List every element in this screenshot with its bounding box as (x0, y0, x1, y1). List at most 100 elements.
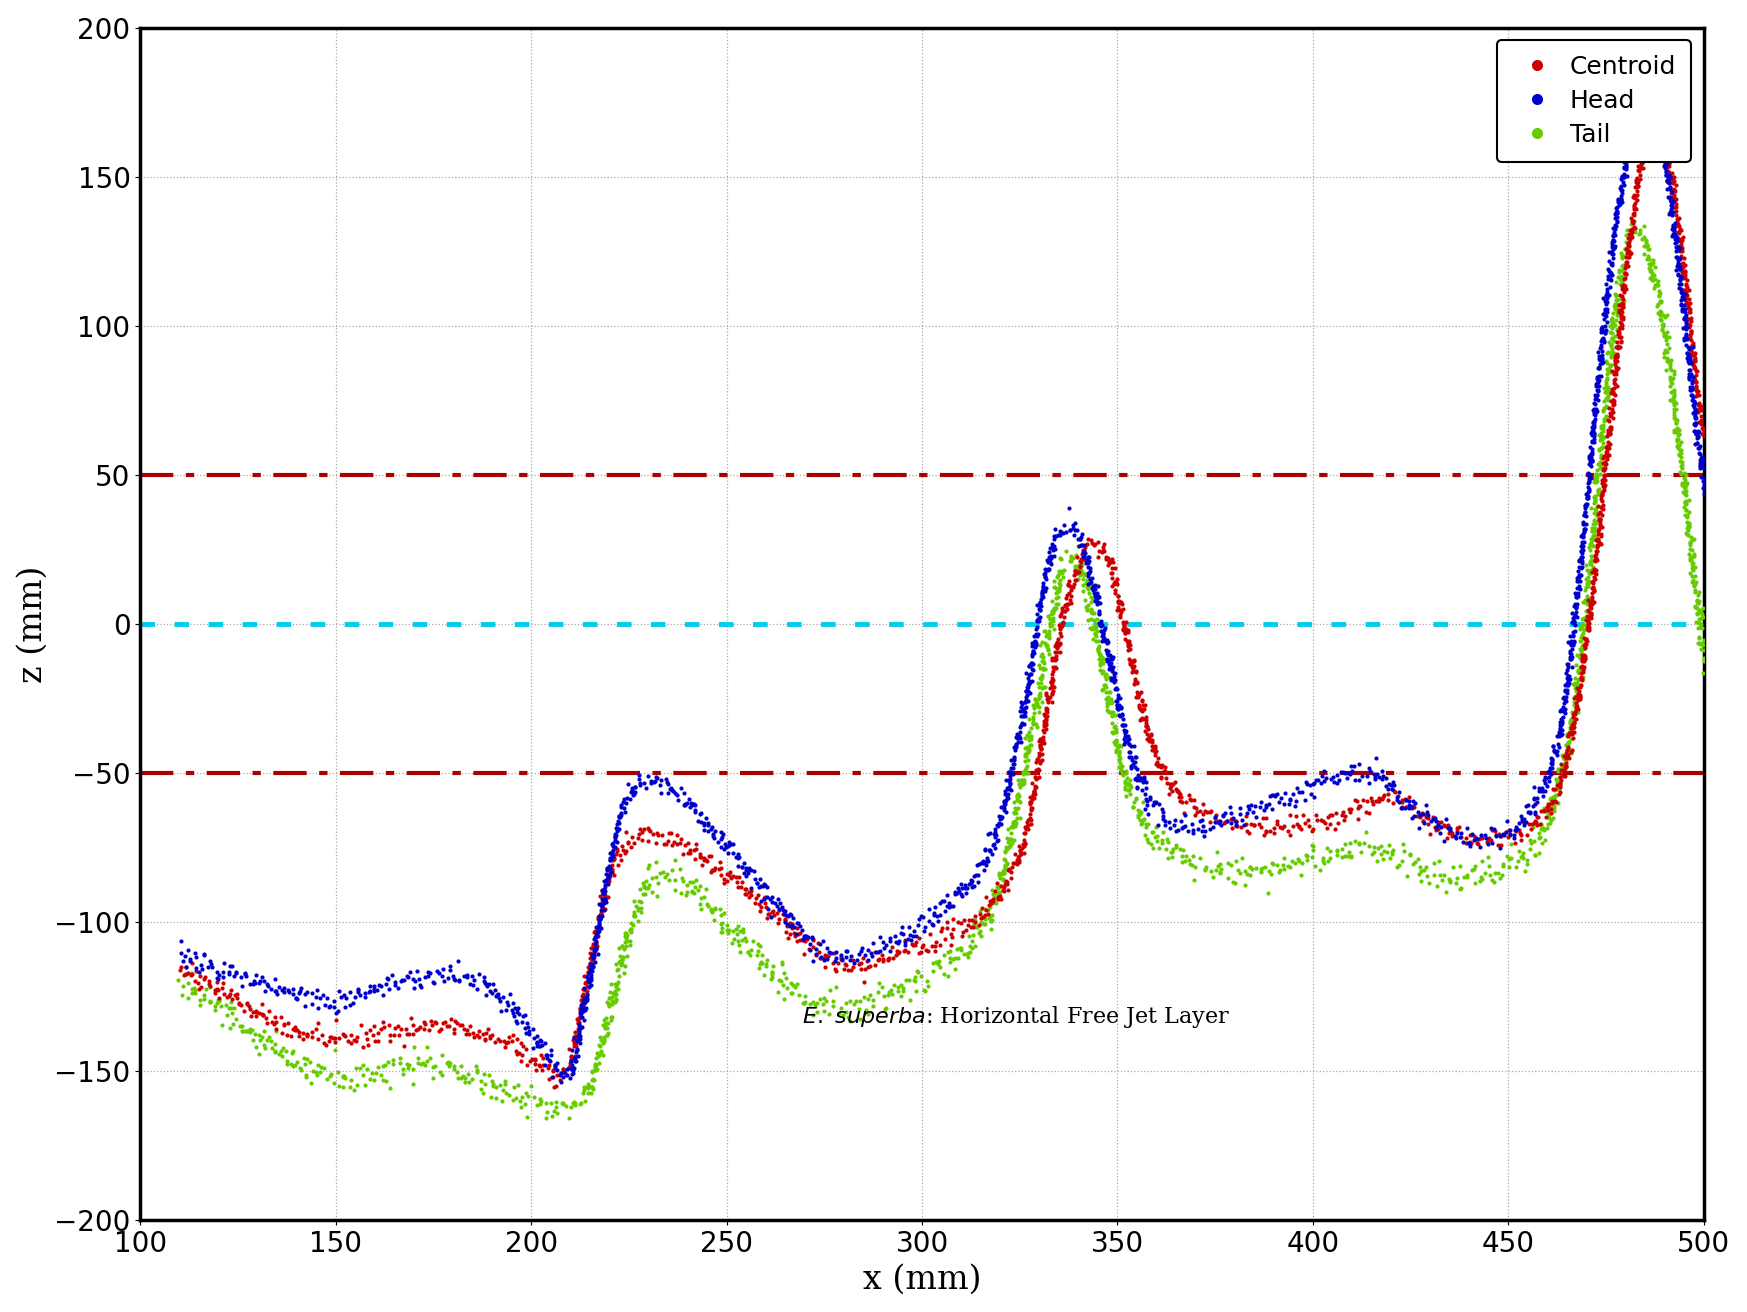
Head (1090, 622, 1118, 643)
Centroid (1343, 808, 1371, 829)
Tail (1665, 443, 1693, 464)
Centroid (1614, 223, 1642, 244)
Centroid (285, 1022, 313, 1043)
Head (1066, 529, 1094, 550)
Tail (1599, 323, 1626, 344)
Head (524, 1033, 552, 1054)
Centroid (1032, 712, 1060, 733)
Centroid (1567, 656, 1595, 677)
Head (1010, 698, 1038, 719)
Centroid (381, 1018, 409, 1039)
Tail (306, 1061, 334, 1082)
Head (657, 778, 685, 799)
Head (1197, 819, 1225, 840)
Centroid (1034, 689, 1062, 710)
Centroid (987, 890, 1015, 911)
Head (1605, 192, 1633, 213)
Centroid (452, 1023, 480, 1044)
Head (1254, 794, 1282, 815)
Tail (622, 905, 650, 926)
Head (1677, 377, 1705, 398)
Head (1550, 698, 1578, 719)
Head (1586, 350, 1614, 371)
Head (1670, 329, 1698, 350)
Centroid (1675, 300, 1703, 321)
Head (1041, 529, 1069, 550)
Centroid (1380, 781, 1408, 802)
Tail (1097, 689, 1125, 710)
Tail (989, 861, 1017, 882)
Tail (597, 1006, 625, 1027)
Tail (1660, 367, 1688, 388)
Tail (1593, 361, 1621, 382)
Tail (1588, 415, 1616, 436)
Tail (1454, 867, 1481, 888)
Head (557, 1057, 585, 1078)
Head (1593, 291, 1621, 312)
Centroid (1684, 399, 1712, 420)
Tail (1450, 866, 1478, 887)
Head (765, 899, 793, 920)
Head (1029, 564, 1057, 585)
Head (1572, 487, 1600, 508)
Centroid (1032, 708, 1060, 729)
Tail (491, 1082, 519, 1103)
Head (514, 1017, 542, 1038)
Head (1024, 611, 1052, 632)
Tail (1597, 354, 1625, 375)
Tail (1204, 841, 1232, 862)
Head (477, 983, 505, 1004)
Centroid (624, 828, 652, 849)
Centroid (1679, 342, 1707, 363)
Centroid (1585, 530, 1612, 551)
Head (1544, 726, 1572, 747)
Head (659, 781, 687, 802)
Tail (1593, 396, 1621, 417)
Tail (1431, 865, 1459, 886)
Head (1663, 227, 1691, 248)
Head (1108, 697, 1136, 718)
Tail (1675, 539, 1703, 560)
Tail (832, 993, 860, 1014)
Head (452, 964, 480, 985)
Centroid (1574, 611, 1602, 632)
Centroid (1260, 817, 1288, 838)
Head (746, 876, 774, 897)
Head (1583, 399, 1611, 420)
Head (583, 921, 611, 942)
Centroid (557, 1046, 585, 1067)
Head (1125, 769, 1153, 790)
Centroid (1111, 623, 1139, 644)
Tail (608, 954, 636, 975)
Head (678, 792, 706, 813)
Centroid (563, 1036, 590, 1057)
Head (959, 866, 987, 887)
Tail (769, 953, 797, 974)
Head (332, 988, 360, 1009)
Tail (1045, 579, 1073, 600)
Head (929, 891, 957, 912)
Centroid (1069, 548, 1097, 569)
Tail (1015, 740, 1043, 761)
Head (1447, 823, 1474, 844)
Centroid (1564, 689, 1592, 710)
Head (1239, 802, 1267, 823)
Centroid (1677, 308, 1705, 329)
Head (271, 981, 299, 1002)
Head (987, 807, 1015, 828)
Centroid (1611, 268, 1639, 289)
Tail (1681, 544, 1709, 565)
Centroid (1048, 615, 1076, 636)
Centroid (1123, 685, 1151, 706)
Centroid (1032, 698, 1060, 719)
Head (578, 956, 606, 977)
Centroid (1605, 318, 1633, 338)
Centroid (1592, 464, 1619, 485)
Head (1688, 446, 1716, 467)
Tail (1640, 277, 1668, 298)
Centroid (639, 824, 667, 845)
Head (1310, 760, 1338, 781)
Tail (1593, 342, 1621, 363)
Centroid (971, 900, 999, 921)
Head (1151, 811, 1179, 832)
